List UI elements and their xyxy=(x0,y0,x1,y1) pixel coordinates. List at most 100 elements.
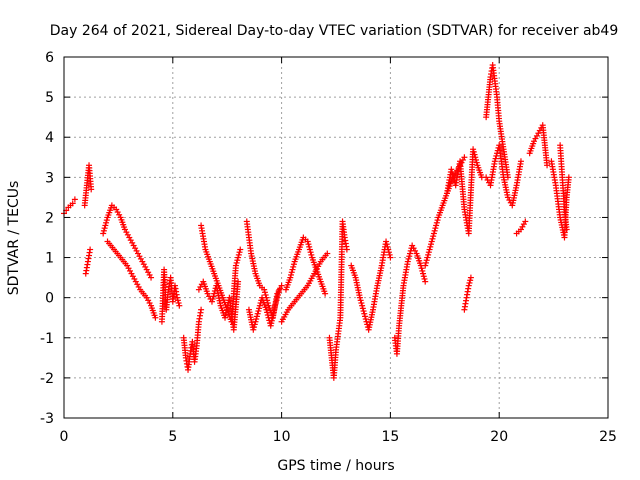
data-point-trail xyxy=(255,308,262,315)
series-segment-u xyxy=(483,142,524,209)
series-segment-g xyxy=(180,306,205,373)
series-segment-f xyxy=(158,266,183,325)
data-point-trail xyxy=(362,313,369,320)
grid-lines xyxy=(64,57,608,418)
data-point-trail xyxy=(252,318,259,325)
data-point-trail xyxy=(360,308,367,315)
data-point-trail xyxy=(434,217,441,224)
data-point xyxy=(324,250,331,257)
data-point xyxy=(272,302,279,309)
data-point-trail xyxy=(427,243,434,250)
data-point-trail xyxy=(290,263,297,270)
data-point xyxy=(422,262,429,269)
series-segment-x xyxy=(548,158,572,241)
data-point-trail xyxy=(419,267,426,274)
x-tick-label: 10 xyxy=(273,429,291,445)
data-point-trail xyxy=(418,265,425,272)
x-axis-label: GPS time / hours xyxy=(277,458,394,474)
data-point-trail xyxy=(432,225,439,232)
data-point-trail xyxy=(256,302,263,309)
data-point xyxy=(174,294,181,301)
data-point-trail xyxy=(406,253,413,260)
y-tick-label: 1 xyxy=(45,251,54,267)
series-segment-a xyxy=(61,196,78,217)
data-point-trail xyxy=(209,296,216,303)
y-tick-label: 0 xyxy=(45,291,54,307)
data-point xyxy=(261,286,268,293)
data-point xyxy=(544,162,551,169)
data-point-trail xyxy=(103,219,110,226)
data-point xyxy=(254,310,261,317)
data-point-trail xyxy=(305,241,312,248)
series-segment-c xyxy=(82,246,94,277)
data-point-trail xyxy=(235,254,242,261)
data-point-trail xyxy=(101,225,108,232)
data-point-trail xyxy=(470,148,477,155)
data-point-trail xyxy=(275,289,282,296)
data-point xyxy=(387,254,394,261)
y-tick-label: 4 xyxy=(45,130,54,146)
data-point xyxy=(237,246,244,253)
data-point-trail xyxy=(472,156,479,163)
data-point xyxy=(470,146,477,153)
data-point-trail xyxy=(357,297,364,304)
data-point-trail xyxy=(235,251,242,258)
data-point-trail xyxy=(102,222,109,229)
data-point-trail xyxy=(272,300,279,307)
data-point xyxy=(69,200,76,207)
data-point xyxy=(322,290,329,297)
data-point-trail xyxy=(466,279,473,286)
data-point xyxy=(198,306,205,313)
x-tick-label: 5 xyxy=(168,429,177,445)
data-point-trail xyxy=(431,227,438,234)
series-segment-r xyxy=(443,146,485,237)
y-tick-label: 6 xyxy=(45,50,54,66)
data-point xyxy=(232,262,239,269)
series-segment-e xyxy=(104,238,159,321)
data-point-trail xyxy=(428,241,435,248)
data-point-trail xyxy=(429,235,436,242)
data-point xyxy=(465,282,472,289)
data-point-trail xyxy=(471,151,478,158)
series-segment-m xyxy=(278,250,331,325)
data-point-trail xyxy=(433,222,440,229)
series-segment-b xyxy=(81,162,95,209)
data-point-trail xyxy=(424,254,431,261)
series-segment-d xyxy=(100,202,155,281)
data-point-trail xyxy=(251,324,258,331)
data-point-trail xyxy=(359,305,366,312)
series-segment-v xyxy=(513,218,529,237)
y-axis-label: SDTVAR / TECUs xyxy=(6,181,22,296)
data-point-trail xyxy=(306,243,313,250)
data-point xyxy=(563,226,570,233)
series-segment-s xyxy=(461,274,474,313)
data-point xyxy=(404,258,411,265)
data-point xyxy=(517,158,524,165)
data-point-trail xyxy=(421,275,428,282)
data-point-trail xyxy=(359,302,366,309)
series-segment-i xyxy=(195,278,242,333)
data-point-trail xyxy=(449,168,456,175)
y-tick-label: 2 xyxy=(45,210,54,226)
data-point xyxy=(383,238,390,245)
data-point-trail xyxy=(261,289,268,296)
data-point xyxy=(448,166,455,173)
series-segment-p xyxy=(391,242,429,357)
data-point-trail xyxy=(210,293,217,300)
data-point xyxy=(100,230,107,237)
data-point-trail xyxy=(289,266,296,273)
y-tick-label: 5 xyxy=(45,90,54,106)
data-point-trail xyxy=(362,316,369,323)
data-point-trail xyxy=(288,269,295,276)
y-tick-label: 3 xyxy=(45,170,54,186)
data-point-trail xyxy=(233,259,240,266)
data-point-trail xyxy=(422,259,429,266)
data-point-trail xyxy=(251,321,258,328)
data-point-trail xyxy=(406,250,413,257)
data-point-trail xyxy=(175,300,182,307)
data-point-trail xyxy=(290,261,297,268)
data-point-trail xyxy=(433,219,440,226)
y-tick-label: -3 xyxy=(40,411,54,427)
series-segment-k xyxy=(245,286,283,333)
